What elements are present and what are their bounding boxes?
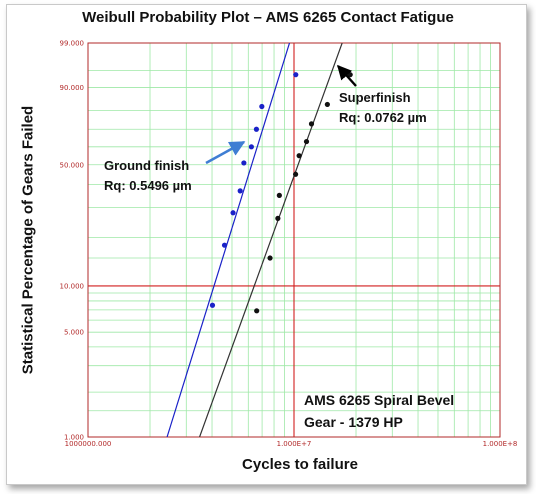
data-point	[241, 160, 247, 166]
data-point	[293, 72, 299, 78]
y-tick-label: 50.000	[60, 161, 85, 169]
tick-labels: 99.000 90.000 50.000 10.000 5.000 1.000100000…	[60, 40, 518, 449]
reference-lines	[88, 43, 500, 437]
plot-area-border	[87, 42, 501, 438]
data-point	[237, 188, 243, 194]
data-point	[253, 126, 260, 132]
series-0	[166, 43, 299, 437]
y-tick-label: 99.000	[60, 40, 85, 48]
data-point	[221, 242, 228, 248]
data-point	[254, 308, 260, 314]
y-tick-label: 5.000	[64, 329, 84, 337]
data-point	[259, 103, 265, 110]
material-label-line1: AMS 6265 Spiral Bevel	[304, 392, 454, 408]
fit-line-0	[166, 43, 291, 437]
data-point	[308, 121, 315, 127]
x-tick-label: 1.000E+8	[483, 440, 518, 448]
data-point	[296, 153, 302, 159]
x-tick-label: 1.000E+7	[277, 440, 312, 448]
data-point	[276, 192, 282, 198]
ground-finish-label-line2: Rq: 0.5496 µm	[104, 178, 192, 193]
ground-finish-arrow	[205, 140, 246, 165]
superfinish-arrow	[337, 64, 357, 87]
y-tick-label: 90.000	[60, 84, 85, 92]
superfinish-label-line2: Rq: 0.0762 µm	[339, 110, 427, 125]
x-tick-label: 1000000.000	[65, 440, 112, 448]
y-tick-label: 1.000	[64, 434, 84, 442]
ground-finish-label-line1: Ground finish	[104, 158, 189, 173]
data-point	[209, 302, 216, 308]
data-point	[275, 215, 281, 221]
superfinish-label-line1: Superfinish	[339, 90, 411, 105]
data-point	[324, 101, 330, 108]
data-point	[292, 171, 299, 177]
data-point	[267, 255, 273, 261]
data-point	[230, 210, 236, 216]
y-tick-label: 10.000	[60, 282, 85, 290]
material-label-line2: Gear - 1379 HP	[304, 414, 403, 430]
x-axis-label: Cycles to failure	[242, 456, 358, 473]
data-point	[248, 144, 254, 150]
chart-title: Weibull Probability Plot – AMS 6265 Cont…	[82, 9, 454, 26]
data-point	[303, 138, 310, 145]
fit-line-1	[199, 43, 343, 437]
